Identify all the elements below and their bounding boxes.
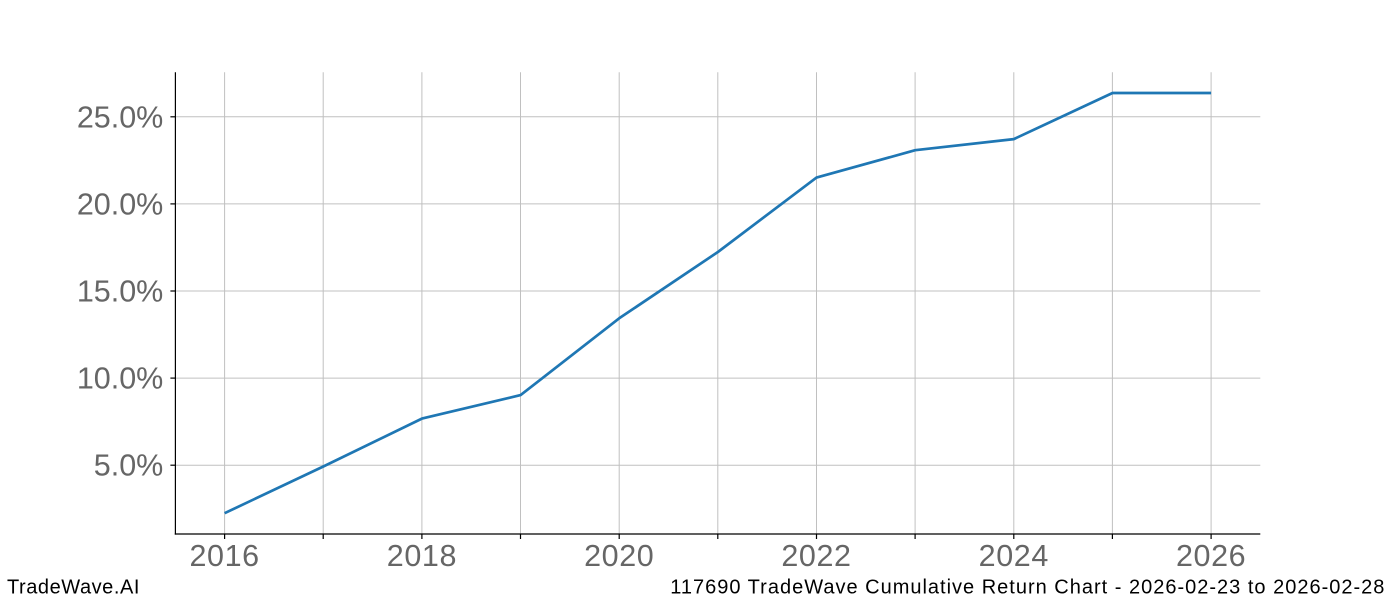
svg-text:10.0%: 10.0% xyxy=(77,362,163,396)
svg-text:2020: 2020 xyxy=(584,539,654,573)
svg-text:15.0%: 15.0% xyxy=(77,275,163,309)
svg-text:25.0%: 25.0% xyxy=(77,100,163,134)
svg-text:2022: 2022 xyxy=(781,539,851,573)
svg-text:117690 TradeWave Cumulative Re: 117690 TradeWave Cumulative Return Chart… xyxy=(670,576,1385,598)
svg-text:20.0%: 20.0% xyxy=(77,187,163,221)
svg-text:2018: 2018 xyxy=(387,539,457,573)
svg-text:2024: 2024 xyxy=(979,539,1049,573)
svg-text:5.0%: 5.0% xyxy=(94,449,164,483)
svg-text:2016: 2016 xyxy=(189,539,259,573)
svg-text:TradeWave.AI: TradeWave.AI xyxy=(7,576,140,598)
svg-text:2026: 2026 xyxy=(1176,539,1246,573)
